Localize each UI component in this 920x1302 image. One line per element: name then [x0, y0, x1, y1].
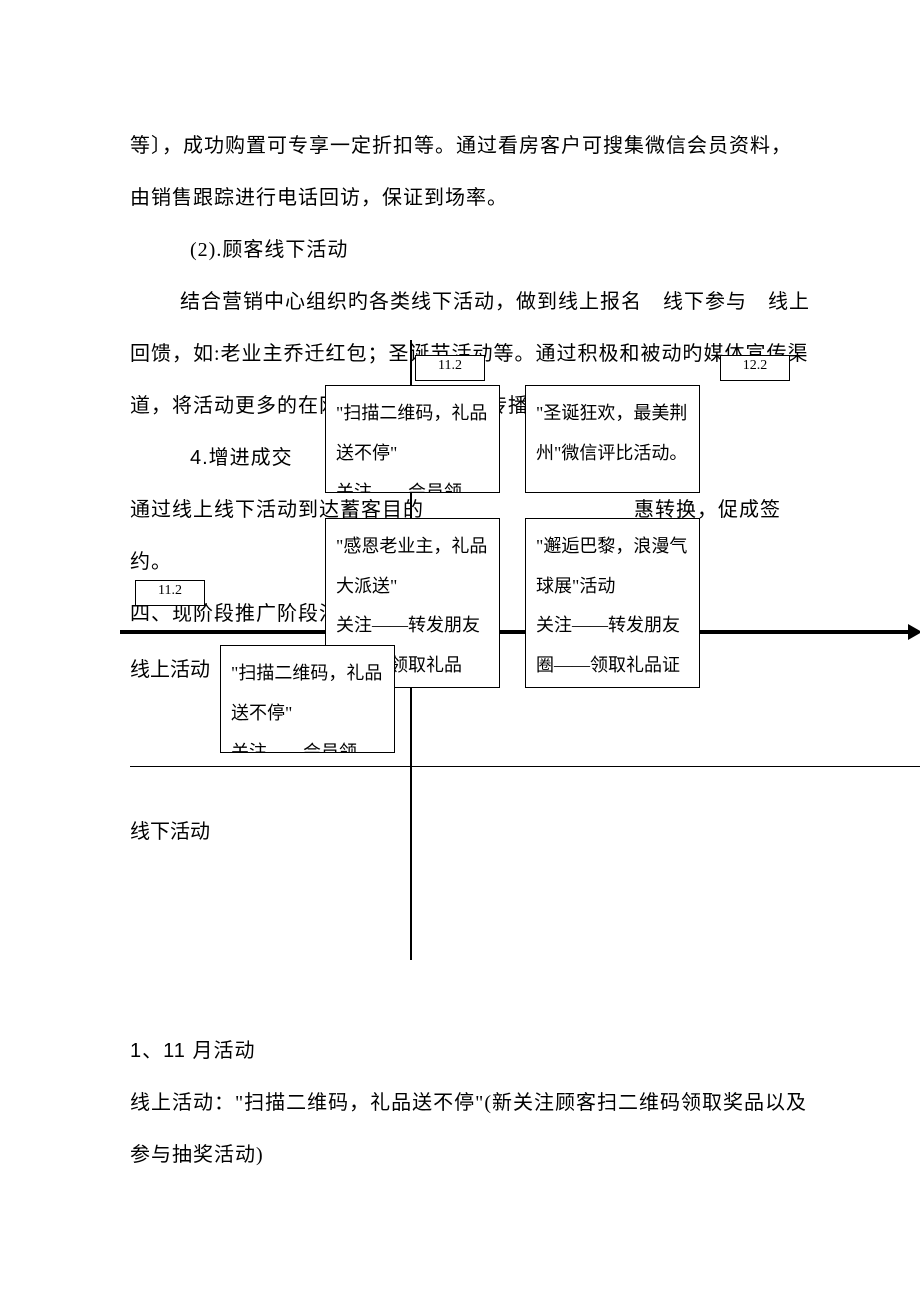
- november-activity-desc: 线上活动："扫描二维码，礼品送不停"(新关注顾客扫二维码领取奖品以及参与抽奖活动…: [130, 1077, 810, 1181]
- lower-section: 1、11 月活动 线上活动："扫描二维码，礼品送不停"(新关注顾客扫二维码领取奖…: [130, 1025, 810, 1181]
- timeline-arrow-icon: [908, 624, 920, 640]
- paragraph-1: 等〕，成功购置可专享一定折扣等。通过看房客户可搜集微信会员资料，由销售跟踪进行电…: [130, 120, 810, 224]
- activity-box-2-line2: 关注——会员领: [231, 733, 384, 753]
- timeline-divider: [130, 766, 920, 767]
- activity-box-scan-qr-2: "扫描二维码，礼品送不停" 关注——会员领: [220, 645, 395, 753]
- online-activity-label: 线上活动: [130, 653, 210, 682]
- activity-box-paris-line1: "邂逅巴黎，浪漫气球展"活动: [536, 527, 689, 606]
- date-marker-3-text: 12.2: [743, 358, 768, 373]
- activity-box-christmas: "圣诞狂欢，最美荆州"微信评比活动。: [525, 385, 700, 493]
- activity-box-paris-line2: 关注——转发朋友圈——领取礼品证: [536, 606, 689, 685]
- date-marker-1-text: 11.2: [158, 583, 182, 598]
- subsection-title: (2).顾客线下活动: [130, 224, 810, 276]
- activity-box-scan-qr-1: "扫描二维码，礼品送不停" 关注——会员领: [325, 385, 500, 493]
- activity-box-paris: "邂逅巴黎，浪漫气球展"活动 关注——转发朋友圈——领取礼品证: [525, 518, 700, 688]
- activity-box-christmas-text: "圣诞狂欢，最美荆州"微信评比活动。: [536, 394, 689, 473]
- date-marker-3: 12.2: [720, 355, 790, 381]
- activity-box-thanks-line1: "感恩老业主，礼品大派送": [336, 527, 489, 606]
- date-marker-2-text: 11.2: [438, 358, 462, 373]
- offline-activity-label: 线下活动: [130, 815, 210, 844]
- november-activity-title: 1、11 月活动: [130, 1025, 810, 1077]
- date-marker-2: 11.2: [415, 355, 485, 381]
- date-marker-1: 11.2: [135, 580, 205, 606]
- timeline-axis: [120, 630, 910, 634]
- activity-box-1-line1: "扫描二维码，礼品送不停": [336, 394, 489, 473]
- activity-box-2-line1: "扫描二维码，礼品送不停": [231, 654, 384, 733]
- timeline-diagram: 11.2 11.2 12.2 "扫描二维码，礼品送不停" 关注——会员领 "圣诞…: [130, 370, 920, 970]
- activity-box-1-line2: 关注——会员领: [336, 473, 489, 493]
